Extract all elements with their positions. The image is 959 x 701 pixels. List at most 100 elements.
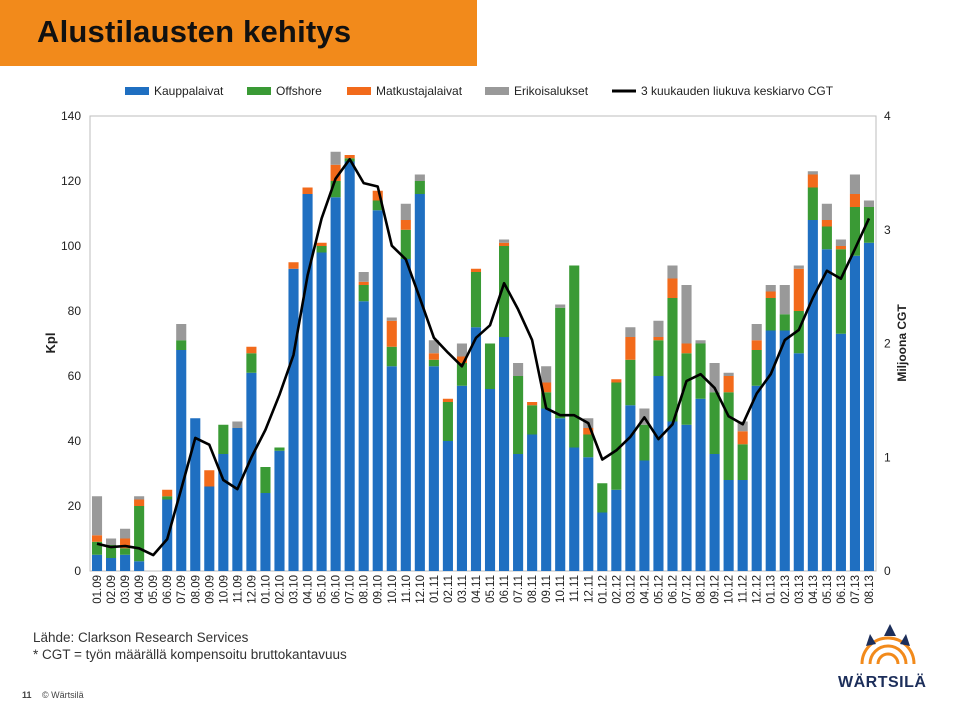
bar-segment bbox=[162, 496, 173, 500]
bar-segment bbox=[765, 330, 776, 571]
x-tick-label: 09.09 bbox=[204, 575, 216, 604]
bar-segment bbox=[709, 454, 720, 571]
x-tick-label: 08.12 bbox=[696, 575, 708, 604]
bar-segment bbox=[358, 285, 369, 302]
bar-segment bbox=[541, 366, 552, 383]
y2-tick-label: 4 bbox=[884, 109, 891, 123]
bar-segment bbox=[793, 353, 804, 571]
bar-segment bbox=[400, 229, 411, 259]
bar-segment bbox=[106, 545, 117, 558]
bar-segment bbox=[442, 441, 453, 571]
bar-segment bbox=[667, 265, 678, 279]
x-tick-label: 03.13 bbox=[794, 575, 806, 604]
legend-label: Erikoisalukset bbox=[514, 84, 589, 98]
bar-segment bbox=[835, 246, 846, 250]
bar-segment bbox=[737, 444, 748, 480]
bar-segment bbox=[653, 376, 664, 571]
x-tick-label: 03.12 bbox=[625, 575, 637, 604]
x-tick-label: 09.10 bbox=[373, 575, 385, 604]
bar-segment bbox=[91, 541, 103, 555]
bar-segment bbox=[134, 499, 145, 506]
bar-segment bbox=[625, 405, 636, 571]
legend-swatch bbox=[347, 87, 371, 95]
bar-segment bbox=[681, 285, 692, 344]
bar-segment bbox=[232, 421, 243, 428]
bar-segment bbox=[260, 467, 271, 493]
bar-segment bbox=[541, 382, 552, 393]
x-tick-label: 03.09 bbox=[120, 575, 132, 604]
bar-segment bbox=[400, 259, 411, 571]
legend-swatch bbox=[125, 87, 149, 95]
bar-segment bbox=[134, 506, 145, 562]
x-tick-label: 07.11 bbox=[513, 575, 525, 603]
bar-segment bbox=[751, 350, 762, 386]
bar-segment bbox=[611, 379, 622, 383]
x-tick-label: 02.09 bbox=[106, 575, 118, 604]
bar-segment bbox=[246, 372, 257, 571]
bar-segment bbox=[428, 359, 439, 367]
y2-axis-label: Miljoona CGT bbox=[895, 304, 909, 382]
legend-label: Kauppalaivat bbox=[154, 84, 224, 98]
x-tick-label: 02.10 bbox=[274, 575, 286, 604]
bar-segment bbox=[751, 324, 762, 341]
bar-segment bbox=[372, 200, 383, 211]
bar-segment bbox=[849, 207, 860, 256]
bar-segment bbox=[400, 203, 411, 220]
bar-segment bbox=[695, 340, 706, 344]
bar-segment bbox=[428, 353, 439, 360]
bar-segment bbox=[274, 447, 285, 451]
legend-label: 3 kuukauden liukuva keskiarvo CGT bbox=[641, 84, 834, 98]
bar-segment bbox=[807, 187, 818, 220]
bar-segment bbox=[541, 392, 552, 409]
x-tick-label: 05.10 bbox=[317, 575, 329, 604]
y-tick-label: 60 bbox=[68, 369, 82, 383]
x-tick-label: 07.10 bbox=[345, 575, 357, 604]
bar-segment bbox=[555, 307, 566, 419]
legend: Kauppalaivat Offshore Matkustajalaivat Erik… bbox=[125, 84, 834, 98]
y-tick-label: 100 bbox=[61, 239, 81, 253]
bar-segment bbox=[737, 480, 748, 571]
bar-segment bbox=[302, 187, 313, 194]
bar-segment bbox=[583, 428, 594, 435]
bar-segment bbox=[737, 431, 748, 445]
x-tick-label: 04.09 bbox=[134, 575, 146, 604]
bar-segment bbox=[316, 246, 327, 253]
x-tick-label: 09.12 bbox=[710, 575, 722, 604]
bar-segment bbox=[681, 353, 692, 425]
bar-segment bbox=[372, 210, 383, 571]
bar-segment bbox=[456, 385, 467, 571]
bar-segment bbox=[779, 285, 790, 315]
bar-segment bbox=[541, 408, 552, 571]
bar-segment bbox=[218, 424, 229, 454]
bar-segment bbox=[428, 366, 439, 571]
page-number: 11 bbox=[22, 690, 32, 700]
bar-segment bbox=[204, 486, 215, 571]
bar-segment bbox=[807, 171, 818, 175]
bar-segment bbox=[484, 343, 496, 389]
bar-segment bbox=[176, 340, 187, 350]
bar-segment bbox=[91, 496, 103, 536]
bar-segment bbox=[162, 489, 173, 497]
bar-segment bbox=[863, 200, 875, 207]
x-tick-label: 08.09 bbox=[190, 575, 202, 604]
bar-segment bbox=[470, 272, 482, 328]
bar-segment bbox=[513, 454, 524, 571]
bar-segment bbox=[597, 483, 608, 513]
x-tick-label: 01.10 bbox=[260, 575, 272, 604]
x-tick-label: 03.10 bbox=[289, 575, 301, 604]
bar-segment bbox=[513, 363, 524, 376]
bar-segment bbox=[330, 164, 341, 181]
x-tick-label: 10.11 bbox=[555, 575, 567, 603]
x-tick-label: 07.12 bbox=[682, 575, 694, 604]
x-tick-label: 11.11 bbox=[569, 575, 581, 602]
bar-segment bbox=[386, 366, 397, 571]
bar-segment bbox=[414, 194, 425, 571]
bar-segment bbox=[849, 194, 860, 207]
bar-segment bbox=[106, 558, 117, 571]
bar-segment bbox=[821, 226, 832, 250]
legend-swatch bbox=[485, 87, 509, 95]
legend-label: Matkustajalaivat bbox=[376, 84, 463, 98]
x-tick-label: 05.12 bbox=[653, 575, 665, 604]
bar-segment bbox=[246, 353, 257, 373]
x-tick-label: 06.12 bbox=[667, 575, 679, 604]
